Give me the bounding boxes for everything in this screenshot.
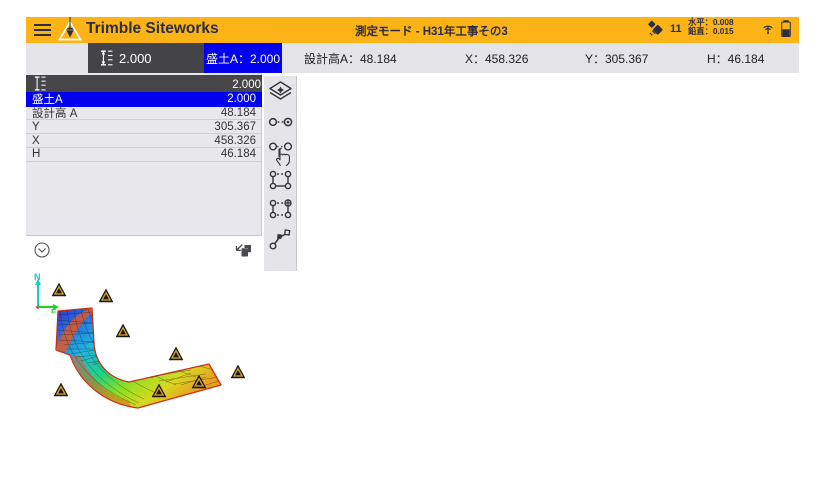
svg-text:E: E — [51, 307, 57, 313]
svg-text:N: N — [34, 273, 41, 282]
